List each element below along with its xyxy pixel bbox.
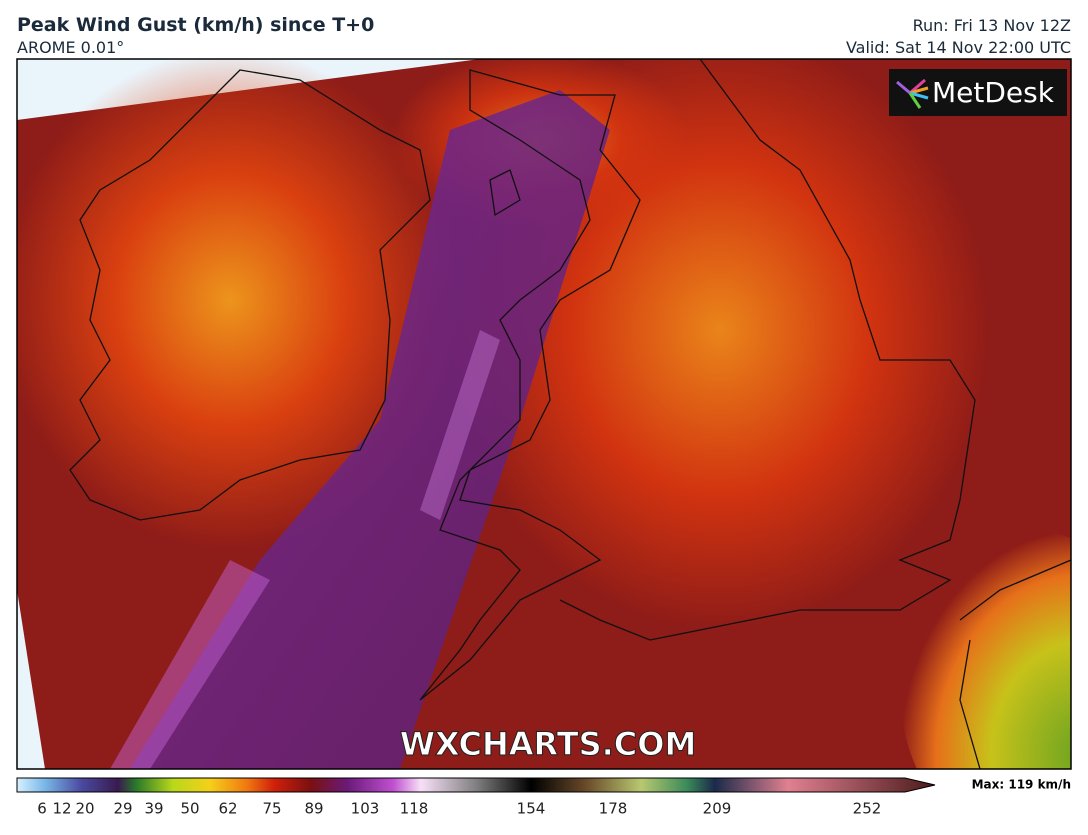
colorbar-tick-label: 6 — [37, 800, 47, 818]
colorbar-tick-label: 209 — [703, 800, 732, 818]
colorbar-tick-label: 103 — [351, 800, 380, 818]
colorbar-tick-label: 50 — [180, 800, 199, 818]
colorbar-tick-label: 75 — [262, 800, 281, 818]
subtitle: AROME 0.01° — [17, 38, 125, 57]
title: Peak Wind Gust (km/h) since T+0 — [17, 14, 375, 36]
colorbar — [16, 777, 936, 793]
logo: MetDesk — [932, 76, 1055, 109]
run-time: Run: Fri 13 Nov 12Z — [912, 16, 1071, 35]
logo-icon — [896, 78, 929, 109]
colorbar-tick-label: 20 — [75, 800, 94, 818]
colorbar-tick-label: 39 — [144, 800, 163, 818]
colorbar-tick-label: 178 — [599, 800, 628, 818]
colorbar-ticks: 6 12 20 29 39 50 62 75 89 103 118 154 178 209 252 — [37, 800, 881, 818]
colorbar-tick-label: 118 — [400, 800, 429, 818]
map-frame — [16, 58, 1072, 770]
valid-time: Valid: Sat 14 Nov 22:00 UTC — [845, 38, 1071, 57]
colorbar-tick-label: 12 — [52, 800, 71, 818]
colorbar-tick-label: 154 — [517, 800, 546, 818]
colorbar-tick-label: 252 — [853, 800, 882, 818]
colorbar-tick-label: 89 — [304, 800, 323, 818]
watermark: WXCHARTS.COM — [400, 725, 697, 763]
map-field — [17, 59, 1071, 769]
colorbar-tick-label: 62 — [218, 800, 237, 818]
colorbar-tick-label: 29 — [113, 800, 132, 818]
max-label: Max: 119 km/h — [972, 778, 1071, 792]
